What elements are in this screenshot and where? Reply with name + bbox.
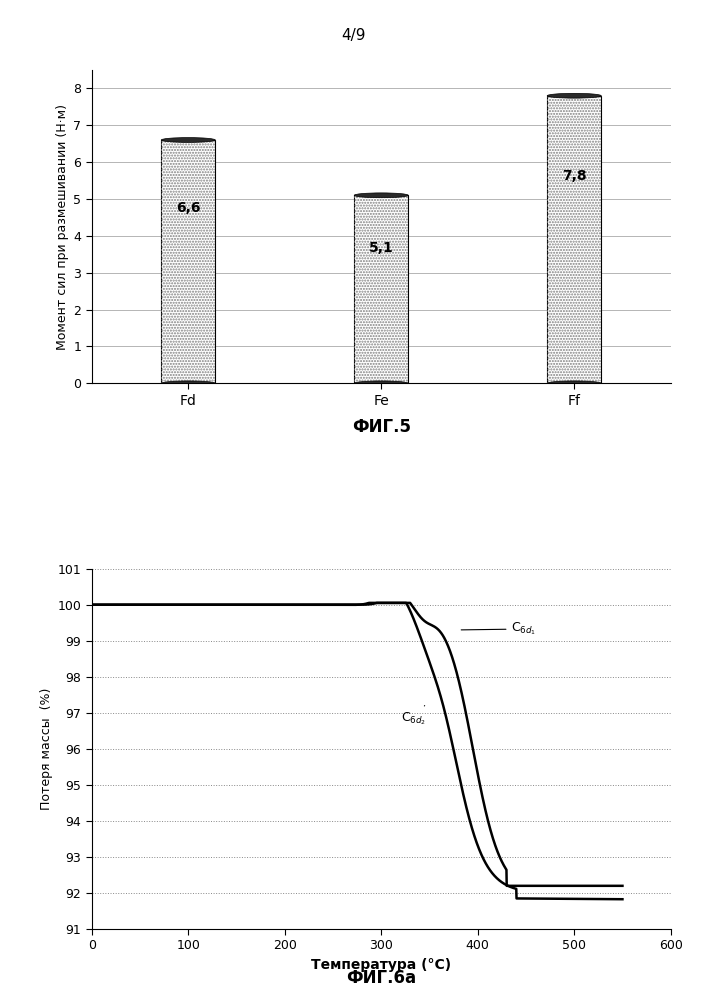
Ellipse shape: [547, 381, 602, 386]
Text: ФИГ.5: ФИГ.5: [352, 419, 411, 437]
Bar: [161, 140, 215, 384]
Bar: [354, 195, 408, 384]
Text: 5,1: 5,1: [369, 241, 394, 255]
Bar: [547, 96, 602, 384]
Ellipse shape: [354, 193, 408, 198]
Bar: [354, 195, 408, 384]
Ellipse shape: [547, 93, 602, 98]
Text: C$_{6d_2}$: C$_{6d_2}$: [400, 705, 426, 727]
Ellipse shape: [354, 381, 408, 386]
Ellipse shape: [161, 138, 215, 143]
X-axis label: Температура (°С): Температура (°С): [311, 958, 451, 972]
Bar: [547, 96, 602, 384]
Y-axis label: Потеря массы  (%): Потеря массы (%): [40, 687, 54, 810]
Text: ФИГ.6а: ФИГ.6а: [346, 969, 417, 987]
Text: 6,6: 6,6: [176, 201, 201, 215]
Text: 7,8: 7,8: [562, 169, 587, 183]
Bar: [161, 140, 215, 384]
Ellipse shape: [161, 381, 215, 386]
Text: C$_{6d_1}$: C$_{6d_1}$: [461, 620, 537, 637]
Y-axis label: Момент сил при размешивании (Н·м): Момент сил при размешивании (Н·м): [56, 104, 69, 350]
Text: 4/9: 4/9: [341, 28, 365, 43]
